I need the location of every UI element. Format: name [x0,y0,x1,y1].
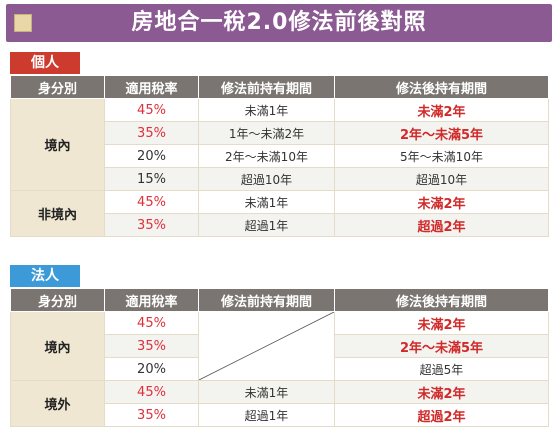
identity-cell: 境內 [10,98,105,191]
header-rate: 適用稅率 [104,288,199,312]
before-cell: 2年～未滿10年 [198,144,335,168]
personal-section-tag: 個人 [10,52,80,74]
after-cell: 未滿2年 [334,190,549,214]
table-row: 20% 2年～未滿10年 5年～未滿10年 [11,144,549,168]
rate-cell: 45% [104,311,199,335]
identity-cell: 境外 [10,380,105,427]
identity-cell: 境內 [10,311,105,381]
header-after: 修法後持有期間 [334,75,549,99]
header-after: 修法後持有期間 [334,288,549,312]
table-row: 35% 超過1年 超過2年 [11,403,549,427]
after-cell: 未滿2年 [334,311,549,335]
not-applicable-cell [198,311,335,381]
identity-cell: 非境內 [10,190,105,237]
table-row: 境內 45% 未滿1年 未滿2年 [10,98,549,191]
after-cell: 5年～未滿10年 [334,144,549,168]
rate-cell: 15% [104,167,199,191]
before-cell: 超過1年 [198,213,335,237]
before-cell: 未滿1年 [198,380,335,404]
before-cell: 未滿1年 [198,98,335,122]
corporate-section-tag: 法人 [10,265,80,287]
table-row: 20% 超過5年 [11,357,549,381]
rate-cell: 45% [104,98,199,122]
header-before: 修法前持有期間 [198,288,335,312]
diagonal-line [199,312,334,380]
after-cell: 未滿2年 [334,380,549,404]
header-before: 修法前持有期間 [198,75,335,99]
rate-cell: 20% [104,144,199,168]
header-identity: 身分別 [10,288,105,312]
rate-cell: 45% [104,190,199,214]
rate-cell: 20% [104,357,199,381]
after-cell: 超過10年 [334,167,549,191]
before-cell: 1年～未滿2年 [198,121,335,145]
table-row: 15% 超過10年 超過10年 [11,167,549,191]
table-header-row: 身分別 適用稅率 修法前持有期間 修法後持有期間 [10,288,549,312]
table-row: 35% 2年～未滿5年 [11,334,549,358]
page-title: 房地合一稅2.0修法前後對照 [131,10,427,35]
after-cell: 未滿2年 [334,98,549,122]
title-banner: 房地合一稅2.0修法前後對照 [6,4,552,42]
after-cell: 2年～未滿5年 [334,121,549,145]
before-cell: 超過10年 [198,167,335,191]
rate-cell: 35% [104,121,199,145]
header-rate: 適用稅率 [104,75,199,99]
corporate-tax-table: 身分別 適用稅率 修法前持有期間 修法後持有期間 境內 45% 未滿2年 35%… [10,288,549,427]
table-row: 境外 45% 未滿1年 未滿2年 [10,380,549,427]
before-cell: 未滿1年 [198,190,335,214]
after-cell: 超過5年 [334,357,549,381]
before-cell: 超過1年 [198,403,335,427]
rate-cell: 35% [104,403,199,427]
after-cell: 超過2年 [334,403,549,427]
rate-cell: 35% [104,213,199,237]
header-identity: 身分別 [10,75,105,99]
table-row: 35% 超過1年 超過2年 [11,213,549,237]
after-cell: 超過2年 [334,213,549,237]
table-header-row: 身分別 適用稅率 修法前持有期間 修法後持有期間 [10,75,549,99]
personal-tax-table: 身分別 適用稅率 修法前持有期間 修法後持有期間 境內 45% 未滿1年 未滿2… [10,75,549,237]
rate-cell: 35% [104,334,199,358]
table-row: 35% 1年～未滿2年 2年～未滿5年 [11,121,549,145]
after-cell: 2年～未滿5年 [334,334,549,358]
table-row: 境內 45% 未滿2年 [10,311,549,381]
square-bullet-icon [14,14,32,32]
rate-cell: 45% [104,380,199,404]
table-row: 非境內 45% 未滿1年 未滿2年 [10,190,549,237]
